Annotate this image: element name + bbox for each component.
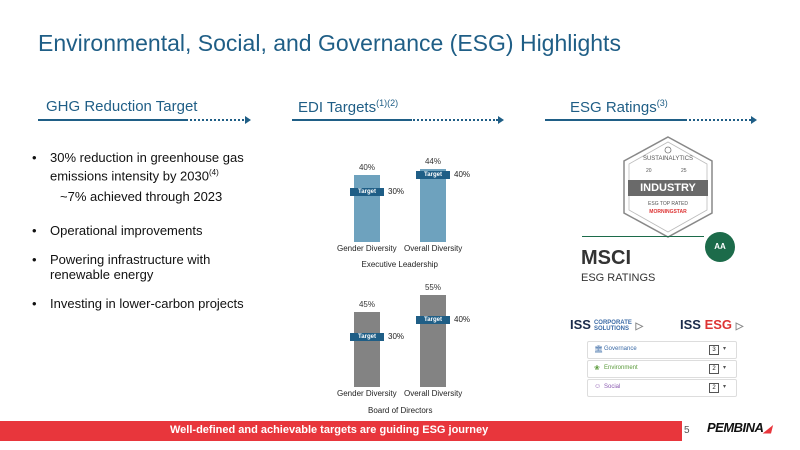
category-label: Overall Diversity [404,244,463,253]
msci-line [582,236,704,237]
people-icon: ☺ [594,383,602,390]
msci-name: MSCI [581,247,631,269]
sustainalytics-hexagon-icon [623,136,713,238]
target-value-label: 40% [454,315,471,325]
category-label: Gender Diversity [337,389,397,398]
ghg-heading: GHG Reduction Target [46,98,198,115]
edi-charts: 40% Target 30% Gender Diversity 44% Target 40%… [300,125,520,420]
qs-row-environment: ❀ Environment 2 ▾ [587,360,737,378]
target-marker: Target [416,316,450,325]
sustainalytics-year-right: 25 [681,168,687,174]
play-arrow-icon: ▷ [635,321,644,332]
category-label: Overall Diversity [404,389,463,398]
msci-sub: ESG RATINGS [581,272,656,284]
chevron-down-icon[interactable]: ▾ [723,365,727,371]
target-marker: Target [350,187,384,196]
sustainalytics-badge: SUSTAINALYTICS 20 25 INDUSTRY ESG TOP RA… [618,135,718,240]
ratings-arrow-icon [751,116,757,124]
ghg-bullet-list: 30% reduction in greenhouse gas emission… [30,150,260,311]
chart-group-title: Board of Directors [368,406,433,415]
ghg-arrow-icon [245,116,251,124]
footer-text: Well-defined and achievable targets are … [170,424,489,436]
bar-exec-0 [354,175,380,242]
qs-row-governance: 🏛 Governance 3 ▾ [587,341,737,359]
bar-value-label: 55% [424,283,441,293]
bank-icon: 🏛 [594,346,603,353]
ratings-rule-dots [685,119,751,121]
bar-value-label: 40% [358,163,375,173]
logo-mark-icon: ◢ [763,424,771,435]
edi-rule-dots [410,119,498,121]
bullet-lower-carbon: Investing in lower-carbon projects [30,296,260,311]
sustainalytics-middle: INDUSTRY [640,182,696,194]
bullet-ghg-progress: ~7% achieved through 2023 [60,189,223,205]
bullet-operational: Operational improvements [30,223,260,238]
page-number: 5 [684,425,690,436]
page-title: Environmental, Social, and Governance (E… [38,30,621,56]
target-marker: Target [350,332,384,341]
sustainalytics-brand: MORNINGSTAR [649,209,687,215]
target-marker: Target [416,171,450,180]
target-value-label: 40% [454,170,471,180]
ratings-rule [545,119,685,121]
bar-board-1 [420,295,446,387]
sustainalytics-year-left: 20 [646,168,652,174]
iss-corporate-logo: ISS CORPORATE SOLUTIONS ▷ [570,317,644,332]
bar-value-label: 44% [424,156,441,166]
target-value-label: 30% [388,331,405,341]
bullet-renewable: Powering infrastructure with renewable e… [30,252,260,282]
play-arrow-icon: ▷ [735,321,744,332]
bar-exec-1 [420,168,446,242]
edi-heading: EDI Targets(1)(2) [298,98,399,116]
chevron-down-icon[interactable]: ▾ [723,384,727,390]
leaf-icon: ❀ [594,365,600,372]
iss-quality-score: 🏛 Governance 3 ▾ ❀ Environment 2 ▾ ☺ Soc… [587,338,737,398]
sustainalytics-top: SUSTAINALYTICS [642,156,694,162]
ghg-rule-dots [186,119,244,121]
bar-board-0 [354,311,380,387]
msci-rating-badge: AA [705,232,735,262]
sustainalytics-bottom: ESG TOP RATED [648,201,688,207]
bar-value-label: 45% [358,299,375,309]
target-value-label: 30% [388,186,405,196]
edi-arrow-icon [498,116,504,124]
pembina-logo: PEMBINA◢ [707,420,771,435]
chart-group-title: Executive Leadership [361,260,439,269]
ghg-rule [38,119,186,121]
category-label: Gender Diversity [337,244,397,253]
footer-banner [0,421,682,441]
edi-rule [292,119,410,121]
iss-esg-logo: ISS ESG ▷ [680,317,744,332]
bullet-ghg-target: 30% reduction in greenhouse gas emission… [30,150,260,183]
qs-row-social: ☺ Social 2 ▾ [587,379,737,397]
ratings-heading: ESG Ratings(3) [570,98,668,116]
chevron-down-icon[interactable]: ▾ [723,346,727,352]
